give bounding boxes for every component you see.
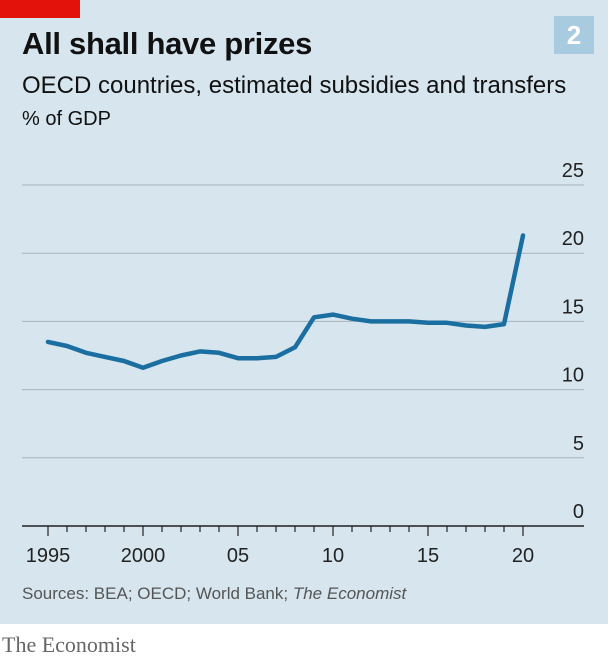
x-tick-label-15: 15 — [417, 545, 439, 567]
chart-title: All shall have prizes — [22, 26, 313, 61]
figure-number-badge: 2 — [554, 16, 594, 54]
y-tick-label-0: 0 — [573, 501, 584, 523]
x-tick-label-20: 20 — [512, 545, 534, 567]
y-tick-label-5: 5 — [573, 433, 584, 455]
y-tick-label-10: 10 — [562, 365, 584, 387]
x-axis: 1995 2000 05 10 15 20 — [22, 525, 584, 567]
y-tick-label-15: 15 — [562, 296, 584, 318]
series-line-0 — [45, 233, 526, 371]
gridlines — [22, 184, 584, 459]
chart-subtitle: OECD countries, estimated subsidies and … — [22, 72, 567, 99]
source-note: Sources: BEA; OECD; World Bank; The Econ… — [22, 584, 406, 604]
x-tick-label-05: 05 — [227, 545, 249, 567]
x-tick-label-2000: 2000 — [121, 545, 166, 567]
source-text: Sources: BEA; OECD; World Bank; — [22, 584, 293, 603]
x-tick-label-1995: 1995 — [26, 545, 71, 567]
series-group — [45, 233, 526, 371]
y-tick-label-25: 25 — [562, 160, 584, 182]
brand-logo-text: The Economist — [2, 632, 136, 657]
source-emphasis: The Economist — [292, 584, 407, 603]
chart-unit-label: % of GDP — [22, 108, 111, 130]
y-tick-label-20: 20 — [562, 228, 584, 250]
x-tick-label-10: 10 — [322, 545, 344, 567]
accent-tag — [0, 0, 80, 18]
y-axis-labels: 0 5 10 15 20 25 — [562, 160, 584, 523]
